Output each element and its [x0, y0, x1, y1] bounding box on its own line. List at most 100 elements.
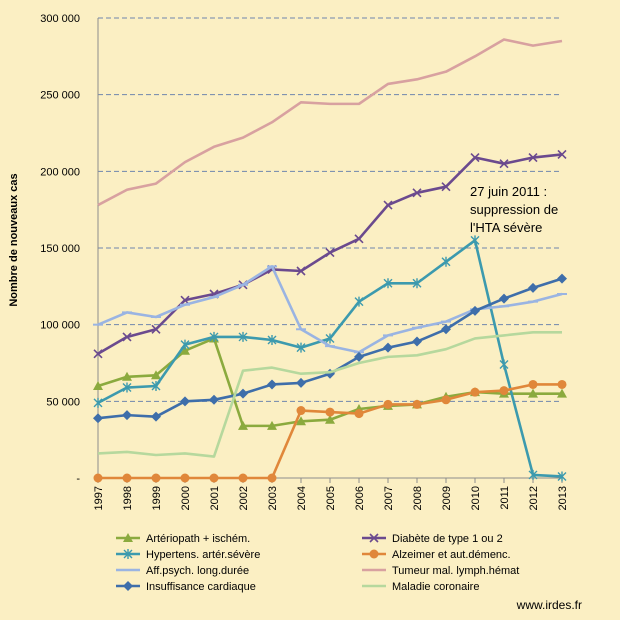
x-tick-labels: 1997 1998 1999 2000 2001 2002 2003 2004 2005 2006… [93, 486, 569, 510]
legend-marker [123, 581, 133, 591]
data-point [267, 473, 277, 483]
source-label: www.irdes.fr [516, 598, 582, 612]
data-point [557, 273, 567, 284]
data-point [93, 397, 103, 408]
series-line [97, 277, 563, 420]
series-6 [93, 273, 567, 424]
data-point [296, 406, 306, 416]
data-point [296, 266, 306, 276]
data-point [499, 159, 509, 169]
data-point [151, 473, 161, 483]
legend-label: Alzeimer et aut.démenc. [392, 549, 511, 561]
data-point [151, 381, 161, 391]
x-tick-label: 2000 [180, 486, 192, 510]
x-tick-label: 2013 [557, 486, 569, 510]
data-point [528, 152, 538, 163]
data-point [470, 152, 480, 163]
legend-item: Insuffisance cardiaque [116, 581, 256, 593]
data-point [557, 379, 567, 389]
legend-label: Tumeur mal. lymph.hémat [392, 565, 519, 577]
y-tick-label: 200 000 [40, 166, 80, 178]
data-point [412, 278, 422, 289]
legend-marker [123, 549, 133, 559]
series-2 [93, 235, 567, 482]
x-tick-label: 2001 [209, 486, 221, 510]
data-point [238, 388, 248, 399]
data-point [528, 282, 538, 293]
y-tick-label: 300 000 [40, 13, 80, 25]
data-point [528, 388, 538, 398]
data-point [383, 342, 393, 353]
data-point [412, 188, 422, 198]
x-tick-label: 2008 [412, 486, 424, 510]
legend-label: Hypertens. artér.sévère [146, 549, 260, 561]
data-point [412, 399, 422, 409]
data-point [122, 473, 132, 483]
legend-label: Artériopath + ischém. [146, 533, 250, 545]
data-point [267, 335, 277, 345]
data-point [209, 473, 219, 483]
x-tick-label: 2010 [470, 486, 482, 510]
data-point [499, 386, 509, 396]
series-group [93, 38, 567, 483]
x-tick-label: 2006 [354, 486, 366, 510]
x-tick-label: 2002 [238, 486, 250, 510]
data-point [209, 394, 219, 405]
y-tick-label: 100 000 [40, 320, 80, 332]
data-point [93, 349, 103, 359]
legend-label: Maladie coronaire [392, 581, 479, 593]
x-tick-label: 2005 [325, 486, 337, 510]
x-tick-label: 2007 [383, 486, 395, 510]
data-point [412, 336, 422, 347]
annotation: 27 juin 2011 : suppression de l'HTA sévère [470, 184, 558, 235]
data-point [325, 414, 335, 424]
data-point [180, 396, 190, 407]
legend-marker [369, 549, 379, 559]
annotation-line: 27 juin 2011 : [470, 184, 547, 199]
series-3 [93, 379, 567, 483]
data-point [151, 411, 161, 422]
legend-marker [123, 533, 133, 542]
y-tick-label: 150 000 [40, 243, 80, 255]
x-tick-label: 1998 [122, 486, 134, 510]
data-point [470, 305, 480, 316]
data-point [296, 416, 306, 426]
data-point [354, 409, 364, 419]
data-point [93, 413, 103, 424]
data-point [267, 379, 277, 390]
data-point [441, 395, 451, 405]
data-point [441, 256, 451, 267]
legend-label: Diabète de type 1 ou 2 [392, 533, 503, 545]
data-point [383, 278, 393, 289]
data-point [180, 339, 190, 350]
data-point [325, 333, 335, 344]
data-point [499, 359, 509, 370]
series-line [97, 331, 562, 458]
y-tick-label: 250 000 [40, 90, 80, 102]
data-point [296, 377, 306, 388]
x-tick-label: 2011 [499, 486, 511, 510]
data-point [122, 382, 132, 393]
legend-label: Insuffisance cardiaque [146, 581, 256, 593]
x-tick-label: 1999 [151, 486, 163, 510]
data-point [93, 381, 103, 390]
data-point [93, 473, 103, 483]
data-point [267, 420, 277, 430]
data-point [441, 324, 451, 335]
data-point [122, 332, 132, 342]
data-point [354, 296, 364, 307]
y-tick-labels: - 50 000 100 000 150 000 200 000 250 000 300 0… [40, 13, 80, 485]
x-tick-label: 2009 [441, 486, 453, 510]
legend-item: Aff.psych. long.durée [116, 565, 249, 577]
data-point [354, 234, 364, 244]
legend-item: Artériopath + ischém. [116, 533, 250, 545]
data-point [238, 473, 248, 483]
legend-item: Alzeimer et aut.démenc. [362, 549, 511, 561]
series-7 [97, 331, 562, 458]
legend-label: Aff.psych. long.durée [146, 565, 249, 577]
data-point [557, 471, 567, 482]
x-tick-label: 2004 [296, 486, 308, 510]
data-point [470, 235, 480, 246]
series-line [98, 383, 562, 480]
